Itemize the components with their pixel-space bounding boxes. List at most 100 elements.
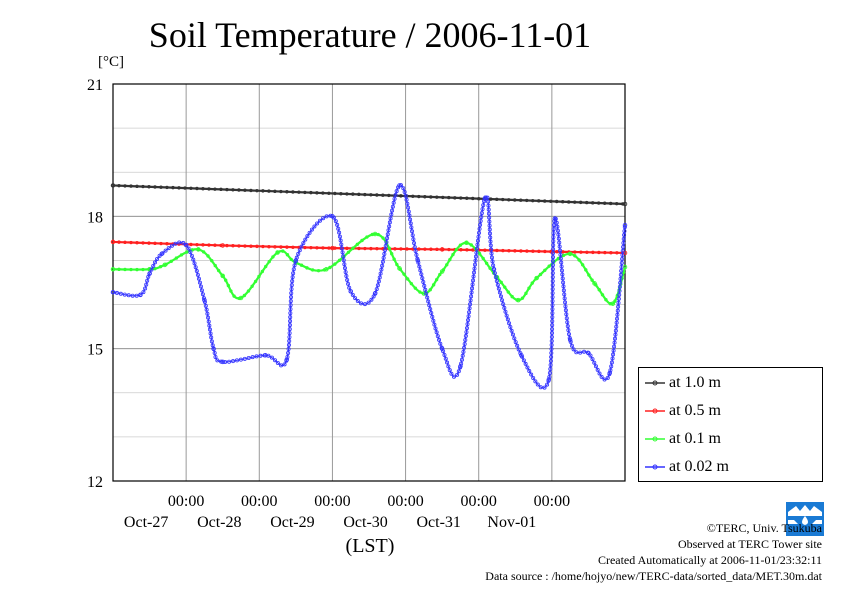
series-marker-at-0-1-m <box>117 267 121 272</box>
series-marker-at-0-5-m <box>153 241 157 246</box>
data-point-at-0-1-m <box>592 281 597 286</box>
series-marker-at-0-5-m <box>363 246 367 251</box>
series-marker-at-1-0-m <box>129 184 133 188</box>
series-marker-at-0-5-m <box>507 249 511 253</box>
data-point-at-0-1-m <box>275 250 280 255</box>
series-marker-at-0-1-m <box>210 258 214 263</box>
series-marker-at-0-02-m <box>425 295 430 300</box>
series-marker-at-0-02-m <box>201 296 206 301</box>
x-tick-date-label: Oct-30 <box>343 514 387 531</box>
series-marker-at-0-02-m <box>565 320 570 325</box>
series-marker-at-0-1-m <box>398 267 403 272</box>
data-point-at-0-02-m <box>482 196 488 201</box>
series-marker-at-0-02-m <box>200 292 205 297</box>
source-text: Data source : /home/hojyo/new/TERC-data/… <box>485 569 822 583</box>
series-marker-at-0-02-m <box>341 258 346 263</box>
series-marker-at-0-02-m <box>486 207 491 212</box>
series-marker-at-0-02-m <box>297 248 302 253</box>
x-tick-date-label: Oct-28 <box>197 514 241 531</box>
series-marker-at-0-02-m <box>550 291 555 296</box>
series-marker-at-0-02-m <box>430 314 435 319</box>
series-marker-at-1-0-m <box>225 187 229 192</box>
series-marker-at-0-02-m <box>432 322 437 327</box>
series-marker-at-0-02-m <box>620 252 625 257</box>
series-marker-at-0-02-m <box>377 275 382 280</box>
series-marker-at-0-02-m <box>476 234 481 239</box>
series-marker-at-0-02-m <box>521 358 526 363</box>
series-marker-at-0-1-m <box>524 291 528 296</box>
series-marker-at-0-02-m <box>477 230 482 235</box>
series-marker-at-0-02-m <box>571 347 576 352</box>
series-marker-at-0-5-m <box>519 249 523 253</box>
series-marker-at-0-02-m <box>286 351 291 356</box>
series-marker-at-1-0-m <box>596 201 601 205</box>
series-marker-at-0-02-m <box>487 219 492 224</box>
series-marker-at-0-1-m <box>226 283 231 288</box>
series-marker-at-0-1-m <box>613 299 617 303</box>
data-point-at-0-02-m <box>110 289 116 295</box>
series-marker-at-0-1-m <box>381 236 385 240</box>
series-marker-at-0-02-m <box>616 300 621 305</box>
series-marker-at-0-02-m <box>196 276 201 281</box>
series-marker-at-0-02-m <box>612 340 617 345</box>
series-marker-at-1-0-m <box>578 200 583 205</box>
series-marker-at-0-1-m <box>333 262 337 266</box>
series-marker-at-0-02-m <box>269 355 274 360</box>
series-marker-at-1-0-m <box>519 198 523 202</box>
series-marker-at-0-5-m <box>195 242 199 247</box>
series-marker-at-0-1-m <box>285 253 290 257</box>
series-marker-at-0-02-m <box>401 186 406 191</box>
series-marker-at-0-02-m <box>173 241 178 246</box>
series-marker-at-0-02-m <box>380 263 385 268</box>
series-marker-at-0-02-m <box>144 282 149 287</box>
series-marker-at-0-5-m <box>579 250 583 254</box>
x-axis-label: (LST) <box>346 535 395 557</box>
series-marker-at-0-02-m <box>289 295 294 300</box>
series-marker-at-0-02-m <box>619 268 624 273</box>
series-marker-at-0-02-m <box>383 247 388 252</box>
data-point-at-0-02-m <box>284 357 289 362</box>
series-marker-at-0-1-m <box>543 268 547 272</box>
series-marker-at-0-1-m <box>328 265 332 270</box>
series-marker-at-0-02-m <box>381 255 386 260</box>
data-point-at-0-02-m <box>415 258 421 263</box>
series-marker-at-0-1-m <box>299 263 304 267</box>
series-marker-at-0-02-m <box>569 343 574 348</box>
series-marker-at-0-02-m <box>597 371 602 376</box>
series-marker-at-0-02-m <box>497 290 502 295</box>
series-marker-at-0-1-m <box>190 248 195 252</box>
series-marker-at-0-02-m <box>557 240 562 245</box>
series-marker-at-1-0-m <box>147 185 151 189</box>
series-marker-at-0-02-m <box>482 199 487 204</box>
series-marker-at-0-02-m <box>418 268 423 273</box>
series-marker-at-0-02-m <box>166 246 171 251</box>
series-marker-at-0-02-m <box>353 296 358 301</box>
data-point-at-0-1-m <box>610 301 616 306</box>
series-marker-at-0-02-m <box>616 296 621 301</box>
series-marker-at-0-02-m <box>433 326 438 331</box>
series-marker-at-1-0-m <box>303 190 307 195</box>
series-marker-at-1-0-m <box>459 196 463 200</box>
series-marker-at-0-02-m <box>551 255 556 260</box>
series-marker-at-0-5-m <box>231 244 235 248</box>
series-marker-at-1-0-m <box>255 188 259 193</box>
series-marker-at-0-02-m <box>312 224 317 229</box>
series-marker-at-0-02-m <box>548 359 553 364</box>
series-marker-at-0-1-m <box>216 268 221 273</box>
series-marker-at-0-02-m <box>406 209 411 214</box>
series-marker-at-0-02-m <box>608 368 613 373</box>
series-marker-at-0-02-m <box>246 355 251 360</box>
series-marker-at-0-02-m <box>609 364 614 369</box>
series-marker-at-0-1-m <box>590 278 594 282</box>
series-marker-at-0-02-m <box>613 328 618 333</box>
series-marker-at-1-0-m <box>381 193 385 197</box>
series-marker-at-0-02-m <box>134 293 139 298</box>
series-marker-at-0-02-m <box>409 225 414 230</box>
series-marker-at-0-02-m <box>487 227 492 232</box>
series-marker-at-0-02-m <box>130 293 135 298</box>
series-marker-at-0-02-m <box>303 237 308 242</box>
series-marker-at-0-5-m <box>141 241 145 245</box>
series-marker-at-0-02-m <box>118 291 123 296</box>
series-marker-at-0-02-m <box>408 217 413 222</box>
